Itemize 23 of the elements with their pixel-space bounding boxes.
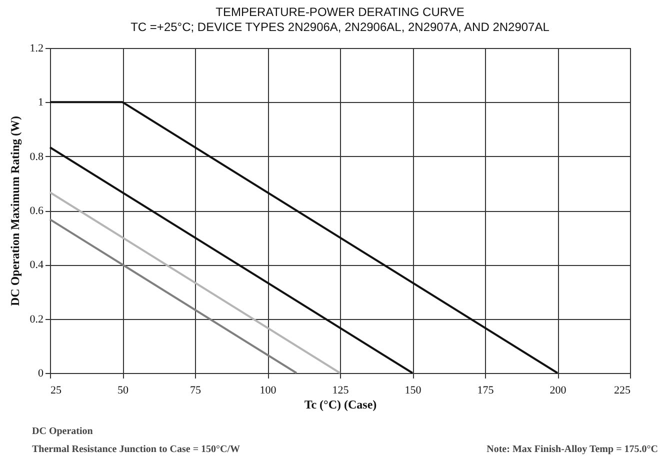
y-tick-label: 1 [38, 96, 44, 109]
x-tick-label: 75 [190, 384, 202, 396]
y-axis-title: DC Operation Maximum Rating (W) [8, 116, 22, 306]
x-axis-title: Tc (°C) (Case) [304, 398, 377, 412]
x-tick-label: 125 [332, 384, 350, 396]
y-tick-label: 0.4 [30, 259, 44, 272]
y-tick-label: 0.2 [30, 313, 44, 326]
text: Note: Max Finish-Alloy Temp = 175.0°C [486, 444, 658, 455]
chart-title: TEMPERATURE-POWER DERATING CURVE [216, 5, 464, 19]
y-tick-label: 1.2 [30, 42, 44, 54]
x-tick-label: 150 [404, 384, 422, 396]
y-tick-label: 0.6 [30, 205, 44, 217]
x-tick-label: 100 [260, 384, 277, 396]
text: Thermal Resistance Junction to Case = 150°C/W [32, 444, 240, 455]
x-tick-label: 25 [50, 384, 62, 396]
chart-subtitle: TC =+25°C; DEVICE TYPES 2N2906A, 2N2906AL, 2N2907A, AND 2N2907AL [130, 20, 550, 34]
y-tick-label: 0.8 [30, 150, 44, 163]
y-tick-label: 0 [38, 368, 44, 380]
x-tick-label: 200 [550, 384, 567, 396]
text: DC Operation [32, 426, 93, 437]
x-tick-label: 175 [477, 384, 494, 396]
x-tick-label: 225 [614, 384, 631, 396]
x-tick-label: 50 [118, 384, 129, 396]
